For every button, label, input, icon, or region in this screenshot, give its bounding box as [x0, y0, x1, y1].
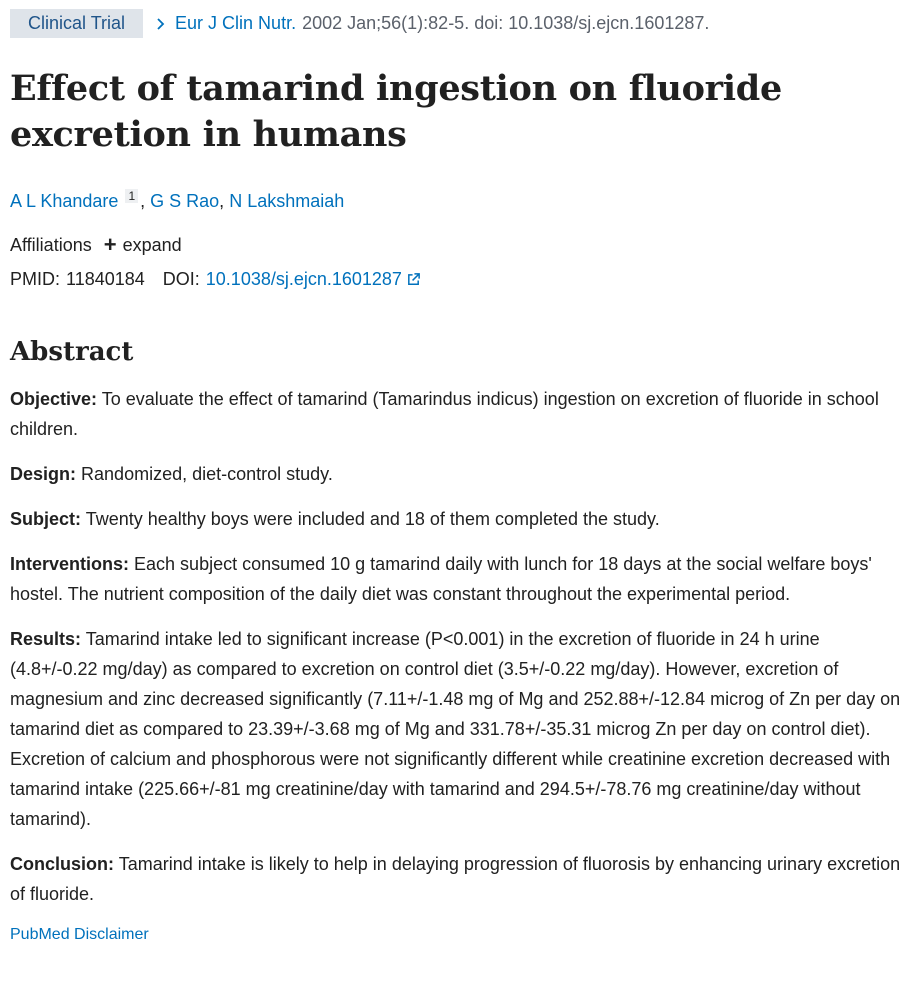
- external-link-icon[interactable]: [406, 272, 421, 287]
- doi-link[interactable]: 10.1038/sj.ejcn.1601287: [205, 269, 402, 289]
- citation-text: 2002 Jan;56(1):82-5. doi: 10.1038/sj.ejc…: [302, 13, 710, 33]
- publication-type-tag[interactable]: Clinical Trial: [10, 9, 144, 38]
- affiliations-label: Affiliations: [10, 235, 92, 255]
- section-label: Objective:: [10, 389, 98, 409]
- section-text: Twenty healthy boys were included and 18…: [85, 509, 660, 529]
- chevron-right-icon[interactable]: [155, 17, 167, 30]
- pmid-label: PMID:: [10, 269, 61, 289]
- section-text: Tamarind intake is likely to help in del…: [10, 854, 901, 904]
- abstract-body: Objective: To evaluate the effect of tam…: [10, 384, 910, 909]
- abstract-section-interventions: Interventions: Each subject consumed 10 …: [10, 549, 910, 609]
- author-link[interactable]: G S Rao: [150, 191, 220, 211]
- abstract-heading: Abstract: [10, 337, 134, 367]
- section-label: Design:: [10, 464, 77, 484]
- affiliations-toggle[interactable]: Affiliations + expand: [10, 232, 910, 258]
- pubmed-disclaimer-link[interactable]: PubMed Disclaimer: [10, 926, 149, 943]
- abstract-section-conclusion: Conclusion: Tamarind intake is likely to…: [10, 849, 910, 909]
- section-text: To evaluate the effect of tamarind (Tama…: [10, 389, 879, 439]
- abstract-section-objective: Objective: To evaluate the effect of tam…: [10, 384, 910, 444]
- pmid-value: 11840184: [66, 269, 145, 289]
- author-list: A L Khandare 1, G S Rao, N Lakshmaiah: [10, 189, 345, 211]
- abstract-section-results: Results: Tamarind intake led to signific…: [10, 624, 910, 834]
- affiliation-ref[interactable]: 1: [125, 189, 139, 203]
- abstract-section-design: Design: Randomized, diet-control study.: [10, 459, 910, 489]
- section-label: Interventions:: [10, 554, 130, 574]
- section-text: Tamarind intake led to significant incre…: [10, 629, 901, 829]
- doi-label: DOI:: [162, 269, 200, 289]
- section-label: Conclusion:: [10, 854, 114, 874]
- section-text: Each subject consumed 10 g tamarind dail…: [10, 554, 872, 604]
- section-label: Results:: [10, 629, 82, 649]
- article-page: Clinical Trial Eur J Clin Nutr. 2002 Jan…: [0, 9, 920, 947]
- expand-label: expand: [122, 235, 182, 255]
- journal-link[interactable]: Eur J Clin Nutr.: [175, 13, 297, 33]
- author-link[interactable]: N Lakshmaiah: [229, 191, 345, 211]
- identifiers: PMID: 11840184 DOI: 10.1038/sj.ejcn.1601…: [10, 266, 910, 292]
- citation-bar: Clinical Trial Eur J Clin Nutr. 2002 Jan…: [10, 9, 910, 38]
- section-text: Randomized, diet-control study.: [81, 464, 333, 484]
- author-link[interactable]: A L Khandare: [10, 191, 119, 211]
- section-label: Subject:: [10, 509, 82, 529]
- article-title: Effect of tamarind ingestion on fluoride…: [10, 68, 782, 155]
- plus-icon: +: [103, 232, 117, 257]
- abstract-section-subject: Subject: Twenty healthy boys were includ…: [10, 504, 910, 534]
